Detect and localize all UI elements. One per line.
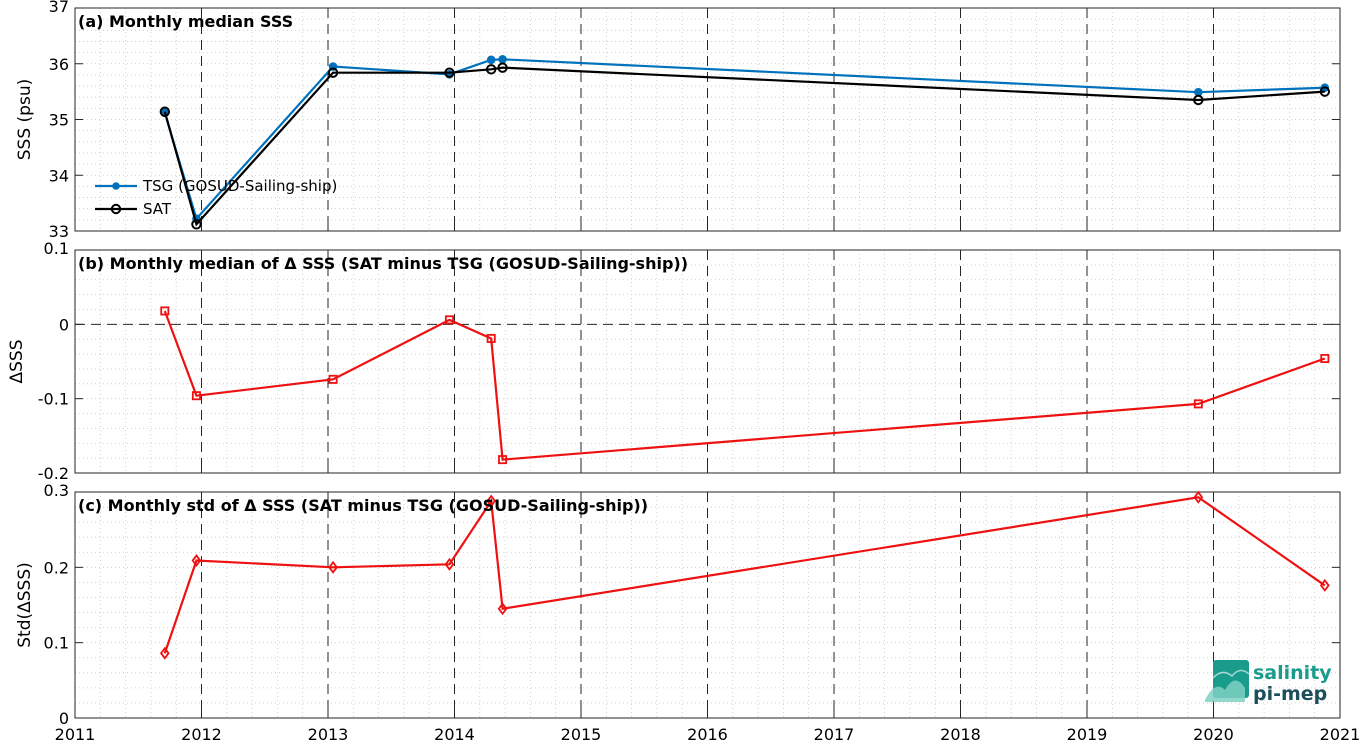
data-point [444,315,454,325]
y-tick-label: 0.1 [44,634,69,653]
logo-wave [1205,680,1245,702]
data-point [1320,354,1330,364]
data-point [444,557,455,571]
x-tick-label: 2011 [55,725,96,744]
series-delta [159,490,1330,660]
data-point [486,494,497,508]
data-point [486,55,496,65]
panel-title: (c) Monthly std of Δ SSS (SAT minus TSG … [78,496,648,515]
x-tick-label: 2017 [814,725,855,744]
x-tick-label: 2013 [308,725,349,744]
data-point [1319,86,1331,97]
y-axis-label: Std(ΔSSS) [15,562,35,648]
data-point [191,219,202,230]
panel-c: 0 0.1 0.2 0.3 2011 2012 2013 2014 2015 2016 2017 20… [15,481,1360,744]
series-line [163,496,1326,654]
x-tick-label: 2014 [434,725,475,744]
series-line [163,66,1325,227]
panel-title: (a) Monthly median SSS [78,12,293,31]
x-tick-label: 2015 [561,725,602,744]
x-tick-label: 2012 [181,725,222,744]
data-point [497,602,508,616]
x-tick-label: 2021 [1320,725,1361,744]
legend-label: TSG (GOSUD-Sailing-ship) [142,177,337,195]
data-point [328,560,338,574]
data-point [191,554,202,568]
y-tick-label: 34 [49,166,69,185]
data-point [498,455,508,465]
series-line [163,310,1326,461]
legend: TSG (GOSUD-Sailing-ship) SAT [95,177,337,218]
logo-text-salinity: salinity [1253,662,1332,684]
data-point [444,67,455,78]
x-tick-label: 2018 [940,725,981,744]
series-delta [160,306,1330,465]
legend-label: SAT [143,200,172,218]
x-tick-label: 2016 [687,725,728,744]
y-tick-label: 0 [59,315,69,334]
data-point [160,306,170,316]
y-tick-label: 33 [49,222,69,241]
data-point [485,64,497,75]
y-tick-label: 0.2 [44,558,69,577]
data-point [159,106,171,117]
y-tick-label: 0.1 [44,239,69,258]
y-tick-label: 37 [49,0,69,16]
data-point [486,333,496,343]
data-point [191,391,201,401]
logo-text-pimep: pi-mep [1253,683,1327,705]
y-tick-label: 36 [49,55,69,74]
series-line [163,58,1325,221]
y-tick-label: -0.1 [38,390,69,409]
y-tick-label: 35 [49,111,69,130]
y-tick-label: 0 [59,709,69,728]
y-tick-label: -0.2 [38,464,69,483]
data-point [1193,490,1204,504]
panel-b: -0.2 -0.1 0 0.1 ΔSSS (b) Monthly median of Δ … [7,239,1341,483]
data-point [497,62,508,73]
data-point [159,646,170,660]
data-point [498,54,507,64]
logo-wave-line [1212,669,1250,679]
legend-marker [110,203,122,215]
data-point [327,67,339,78]
data-point [1319,578,1330,592]
series-sat [159,62,1331,230]
x-tick-label: 2020 [1193,725,1234,744]
data-point [328,374,338,384]
y-tick-label: 0.3 [44,481,69,500]
y-axis-label: ΔSSS [7,339,27,383]
y-axis-label: SSS (psu) [15,79,35,160]
legend-marker [112,182,120,190]
panel-a: 33 34 35 36 37 SSS (psu) (a) Monthly median SS… [15,0,1341,241]
x-tick-label: 2019 [1067,725,1108,744]
data-point [1193,399,1203,409]
data-point [1193,94,1204,106]
series-tsg [160,54,1330,224]
panel-title: (b) Monthly median of Δ SSS (SAT minus T… [78,254,688,273]
